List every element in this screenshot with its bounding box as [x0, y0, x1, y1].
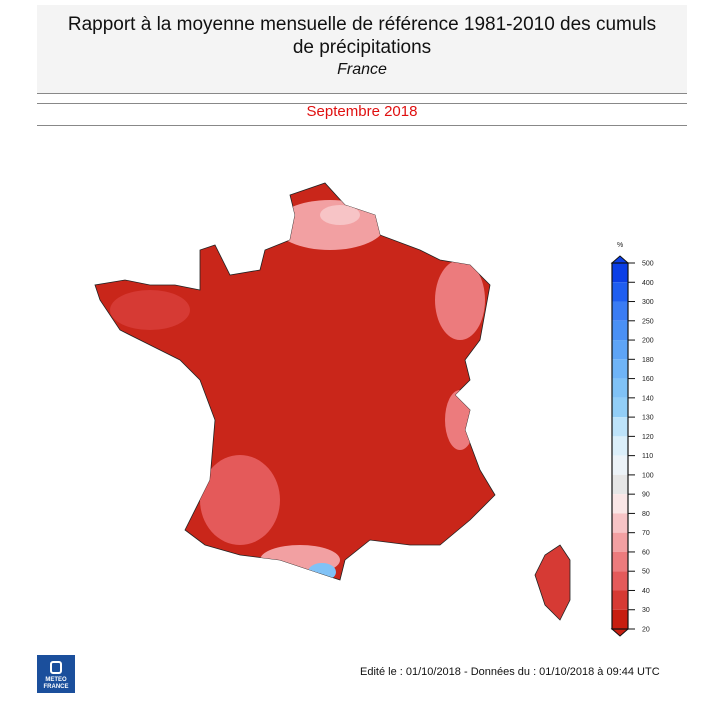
legend-swatch	[612, 590, 628, 610]
legend-min-arrow	[610, 628, 630, 637]
color-legend: 500 400 300 250 200 180 160 140 130 120 110 100 90 80…	[610, 242, 654, 637]
legend-unit: %	[617, 242, 623, 249]
edit-info: Edité le : 01/10/2018 - Données du : 01/…	[360, 666, 660, 678]
period-label: Septembre 2018	[306, 103, 418, 120]
legend-tick-label: 30	[642, 607, 650, 614]
legend-tick-label: 500	[642, 261, 654, 268]
legend-swatch	[612, 513, 628, 533]
legend-swatch	[612, 320, 628, 341]
legend-swatch	[612, 359, 628, 379]
legend-tick-label: 250	[642, 318, 654, 325]
pyrenees-anomaly-zone	[308, 563, 336, 580]
legend-tick-label: 130	[642, 415, 654, 422]
legend-swatch	[612, 532, 628, 552]
legend-tick-label: 110	[642, 453, 653, 460]
region-subtitle: France	[337, 61, 387, 78]
legend-tick-label: 90	[642, 492, 650, 499]
legend-swatch	[612, 436, 628, 456]
legend-tick-label: 400	[642, 280, 654, 287]
legend-tick-label: 60	[642, 549, 650, 556]
legend-swatch	[612, 378, 628, 398]
legend-tick-label: 160	[642, 376, 654, 383]
legend-max-arrow	[610, 255, 630, 264]
france-map	[94, 182, 571, 621]
legend-frame	[611, 262, 629, 630]
header: Rapport à la moyenne mensuelle de référe…	[37, 5, 687, 94]
legend-tick-label: 200	[642, 338, 654, 345]
legend-swatch	[612, 571, 628, 591]
divider	[37, 125, 687, 126]
legend-tick-label: 300	[642, 299, 654, 306]
legend-swatch	[612, 609, 628, 629]
map-title: Rapport à la moyenne mensuelle de référe…	[67, 14, 657, 58]
legend-swatch	[612, 494, 628, 514]
legend-tick-label: 40	[642, 588, 650, 595]
legend-tick-label: 120	[642, 434, 654, 441]
corsica	[534, 544, 571, 621]
legend-swatch	[612, 340, 628, 360]
legend-swatch	[612, 417, 628, 437]
meteo-france-logo: METEO FRANCE	[37, 655, 75, 693]
legend-swatch	[612, 397, 628, 418]
legend-tick-label: 100	[642, 472, 654, 479]
legend-tick-label: 80	[642, 511, 650, 518]
legend-tick-label: 180	[642, 357, 654, 364]
legend-tick-label: 20	[642, 627, 650, 634]
legend-swatch	[612, 474, 628, 495]
legend-tick-label: 140	[642, 395, 654, 402]
legend-swatch	[612, 551, 628, 572]
legend-swatch	[612, 282, 628, 302]
divider	[37, 103, 687, 104]
legend-swatch	[612, 263, 628, 283]
legend-swatch	[612, 301, 628, 321]
legend-tick-label: 70	[642, 530, 650, 537]
legend-swatch	[612, 455, 628, 475]
legend-tick-label: 50	[642, 569, 650, 576]
